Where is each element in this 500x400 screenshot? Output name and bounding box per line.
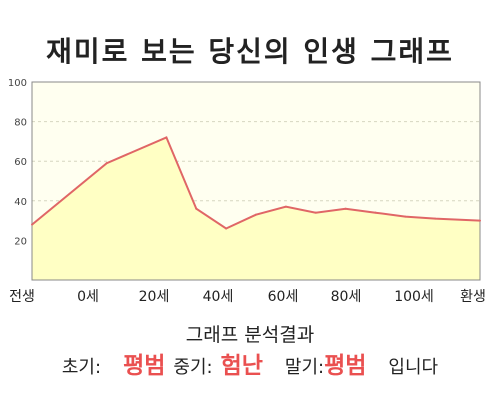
x-tick-label: 60세: [268, 289, 299, 305]
data-point: [225, 227, 228, 230]
data-point: [195, 207, 198, 210]
y-tick-label: 40: [14, 197, 27, 208]
y-axis-ticks: 100 80 60 40 20: [8, 78, 27, 247]
data-point: [314, 211, 317, 214]
x-tick-label: 0세: [77, 289, 99, 305]
data-point: [344, 207, 347, 210]
data-point: [434, 217, 437, 220]
analysis-result: 초기: 평범 중기: 험난 말기:평범 입니다: [0, 346, 500, 380]
y-tick-label: 80: [14, 118, 27, 129]
mid-value: 험난: [220, 353, 263, 379]
data-point: [165, 136, 168, 139]
y-tick-label: 100: [8, 78, 27, 89]
data-point: [284, 205, 287, 208]
data-point: [374, 211, 377, 214]
x-tick-label: 환생: [460, 289, 486, 305]
area-fill: [32, 137, 480, 280]
x-tick-label: 80세: [331, 289, 362, 305]
x-tick-label: 100세: [394, 289, 434, 305]
ending-text: 입니다: [388, 357, 439, 378]
mid-label: 중기:: [173, 357, 213, 378]
y-tick-label: 20: [14, 236, 27, 247]
x-tick-label: 전생: [9, 289, 35, 305]
data-points: [31, 136, 481, 230]
page-title: 재미로 보는 당신의 인생 그래프: [46, 35, 454, 68]
analysis-title: 그래프 분석결과: [185, 324, 315, 346]
late-value: 평범: [324, 353, 367, 379]
late-label: 말기:: [284, 357, 325, 378]
x-axis-ticks: 전생 0세 20세 40세 60세 80세 100세 환생: [9, 289, 486, 305]
x-tick-label: 20세: [139, 289, 170, 305]
plot-frame: [31, 81, 481, 281]
early-value: 평범: [123, 353, 166, 379]
data-point: [31, 223, 33, 226]
data-point: [255, 213, 257, 216]
data-point: [105, 162, 108, 165]
x-tick-label: 40세: [203, 289, 234, 305]
y-tick-label: 60: [14, 157, 27, 168]
early-label: 초기:: [61, 357, 102, 378]
data-point: [404, 215, 407, 218]
data-point: [479, 219, 481, 222]
